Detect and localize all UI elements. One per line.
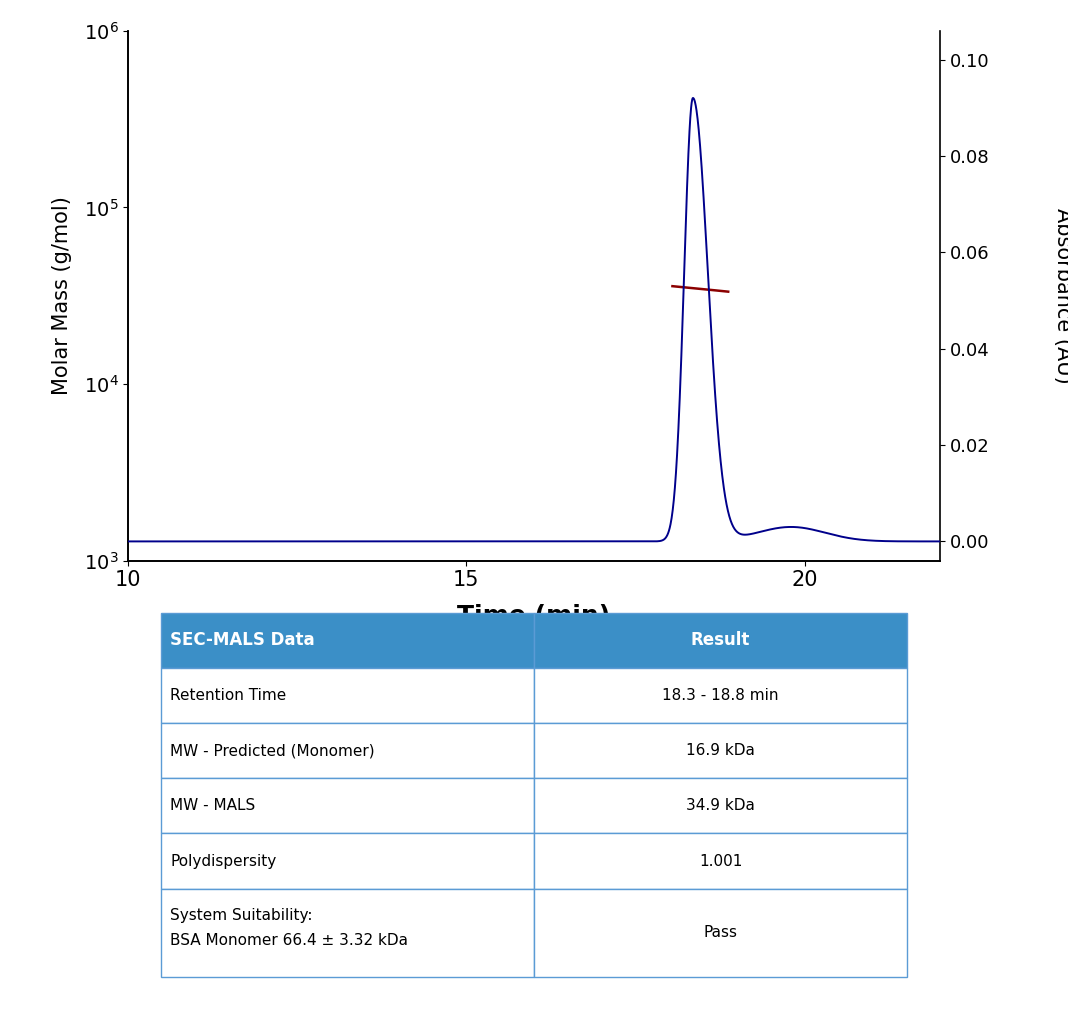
- Bar: [160, 778, 534, 833]
- Text: 16.9 kDa: 16.9 kDa: [687, 743, 755, 758]
- Bar: [534, 833, 908, 889]
- Text: BSA Monomer 66.4 ± 3.32 kDa: BSA Monomer 66.4 ± 3.32 kDa: [171, 933, 408, 948]
- Text: SEC-MALS Data: SEC-MALS Data: [171, 631, 315, 649]
- Bar: [160, 889, 534, 977]
- Text: Polydispersity: Polydispersity: [171, 854, 277, 868]
- Y-axis label: Molar Mass (g/mol): Molar Mass (g/mol): [52, 196, 73, 396]
- Text: Result: Result: [691, 631, 751, 649]
- Text: MW - Predicted (Monomer): MW - Predicted (Monomer): [171, 743, 375, 758]
- Text: Pass: Pass: [704, 926, 738, 940]
- X-axis label: Time (min): Time (min): [457, 605, 611, 628]
- Bar: [160, 833, 534, 889]
- Text: 34.9 kDa: 34.9 kDa: [687, 798, 755, 814]
- Text: Retention Time: Retention Time: [171, 688, 286, 703]
- Text: System Suitability:: System Suitability:: [171, 908, 313, 924]
- Bar: [534, 613, 908, 668]
- Text: 1.001: 1.001: [698, 854, 742, 868]
- Bar: [160, 723, 534, 778]
- Bar: [534, 723, 908, 778]
- Bar: [160, 668, 534, 723]
- Bar: [534, 668, 908, 723]
- Text: MW - MALS: MW - MALS: [171, 798, 255, 814]
- Y-axis label: Absorbance (AU): Absorbance (AU): [1053, 208, 1068, 383]
- Bar: [160, 613, 534, 668]
- Text: 18.3 - 18.8 min: 18.3 - 18.8 min: [662, 688, 779, 703]
- Bar: [534, 889, 908, 977]
- Bar: [534, 778, 908, 833]
